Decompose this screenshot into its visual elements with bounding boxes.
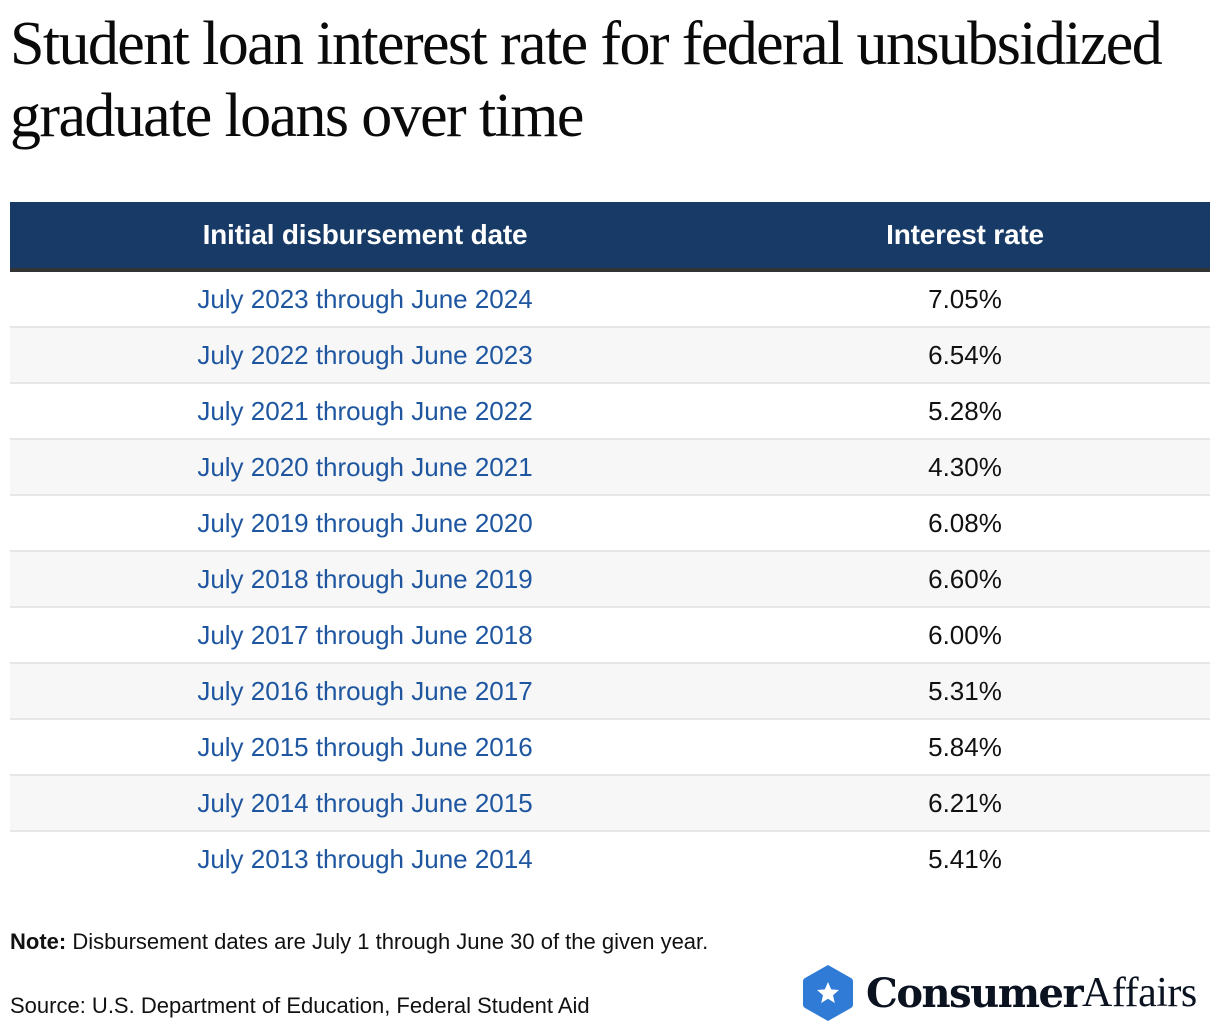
rate-cell: 6.00%	[928, 619, 1002, 650]
table-row: July 2013 through June 2014 5.41%	[10, 832, 1210, 886]
rate-cell: 6.21%	[928, 787, 1002, 818]
table-row: July 2019 through June 2020 6.08%	[10, 496, 1210, 552]
date-cell: July 2016 through June 2017	[197, 675, 533, 706]
table-row: July 2021 through June 2022 5.28%	[10, 384, 1210, 440]
table-row: July 2014 through June 2015 6.21%	[10, 776, 1210, 832]
interest-rate-table: Initial disbursement date Interest rate …	[10, 202, 1210, 886]
table-row: July 2016 through June 2017 5.31%	[10, 664, 1210, 720]
note-text: Disbursement dates are July 1 through Ju…	[66, 929, 709, 954]
table-row: July 2020 through June 2021 4.30%	[10, 440, 1210, 496]
column-header-date: Initial disbursement date	[202, 219, 528, 250]
rate-cell: 5.31%	[928, 675, 1002, 706]
date-cell: July 2018 through June 2019	[197, 563, 533, 594]
table-row: July 2017 through June 2018 6.00%	[10, 608, 1210, 664]
date-cell: July 2021 through June 2022	[197, 395, 533, 426]
logo-text-affairs: Affairs	[1082, 970, 1197, 1016]
rate-cell: 4.30%	[928, 451, 1002, 482]
source-citation: Source: U.S. Department of Education, Fe…	[10, 993, 590, 1018]
date-cell: July 2017 through June 2018	[197, 619, 533, 650]
date-cell: July 2022 through June 2023	[197, 339, 533, 370]
logo-text-consumer: Consumer	[866, 969, 1084, 1017]
date-cell: July 2019 through June 2020	[197, 507, 533, 538]
rate-cell: 7.05%	[928, 283, 1002, 314]
note-label: Note:	[10, 929, 67, 954]
consumeraffairs-logo: Consumer Affairs	[802, 962, 1197, 1024]
rate-cell: 6.54%	[928, 339, 1002, 370]
rate-cell: 5.28%	[928, 395, 1002, 426]
date-cell: July 2014 through June 2015	[197, 787, 533, 818]
table-row: July 2023 through June 2024 7.05%	[10, 272, 1210, 328]
table-body: July 2023 through June 2024 7.05% July 2…	[10, 272, 1210, 886]
footnote: Note: Disbursement dates are July 1 thro…	[10, 928, 770, 956]
date-cell: July 2023 through June 2024	[197, 283, 533, 314]
rate-cell: 6.60%	[928, 563, 1002, 594]
rate-cell: 5.41%	[928, 843, 1002, 874]
table-header: Initial disbursement date Interest rate	[10, 202, 1210, 272]
rate-cell: 6.08%	[928, 507, 1002, 538]
table-row: July 2015 through June 2016 5.84%	[10, 720, 1210, 776]
star-hexagon-icon	[802, 963, 854, 1023]
date-cell: July 2015 through June 2016	[197, 731, 533, 762]
rate-cell: 5.84%	[928, 731, 1002, 762]
table-row: July 2018 through June 2019 6.60%	[10, 552, 1210, 608]
table-row: July 2022 through June 2023 6.54%	[10, 328, 1210, 384]
date-cell: July 2020 through June 2021	[197, 451, 533, 482]
column-header-rate: Interest rate	[886, 219, 1044, 250]
date-cell: July 2013 through June 2014	[197, 843, 533, 874]
page-title: Student loan interest rate for federal u…	[10, 10, 1163, 150]
